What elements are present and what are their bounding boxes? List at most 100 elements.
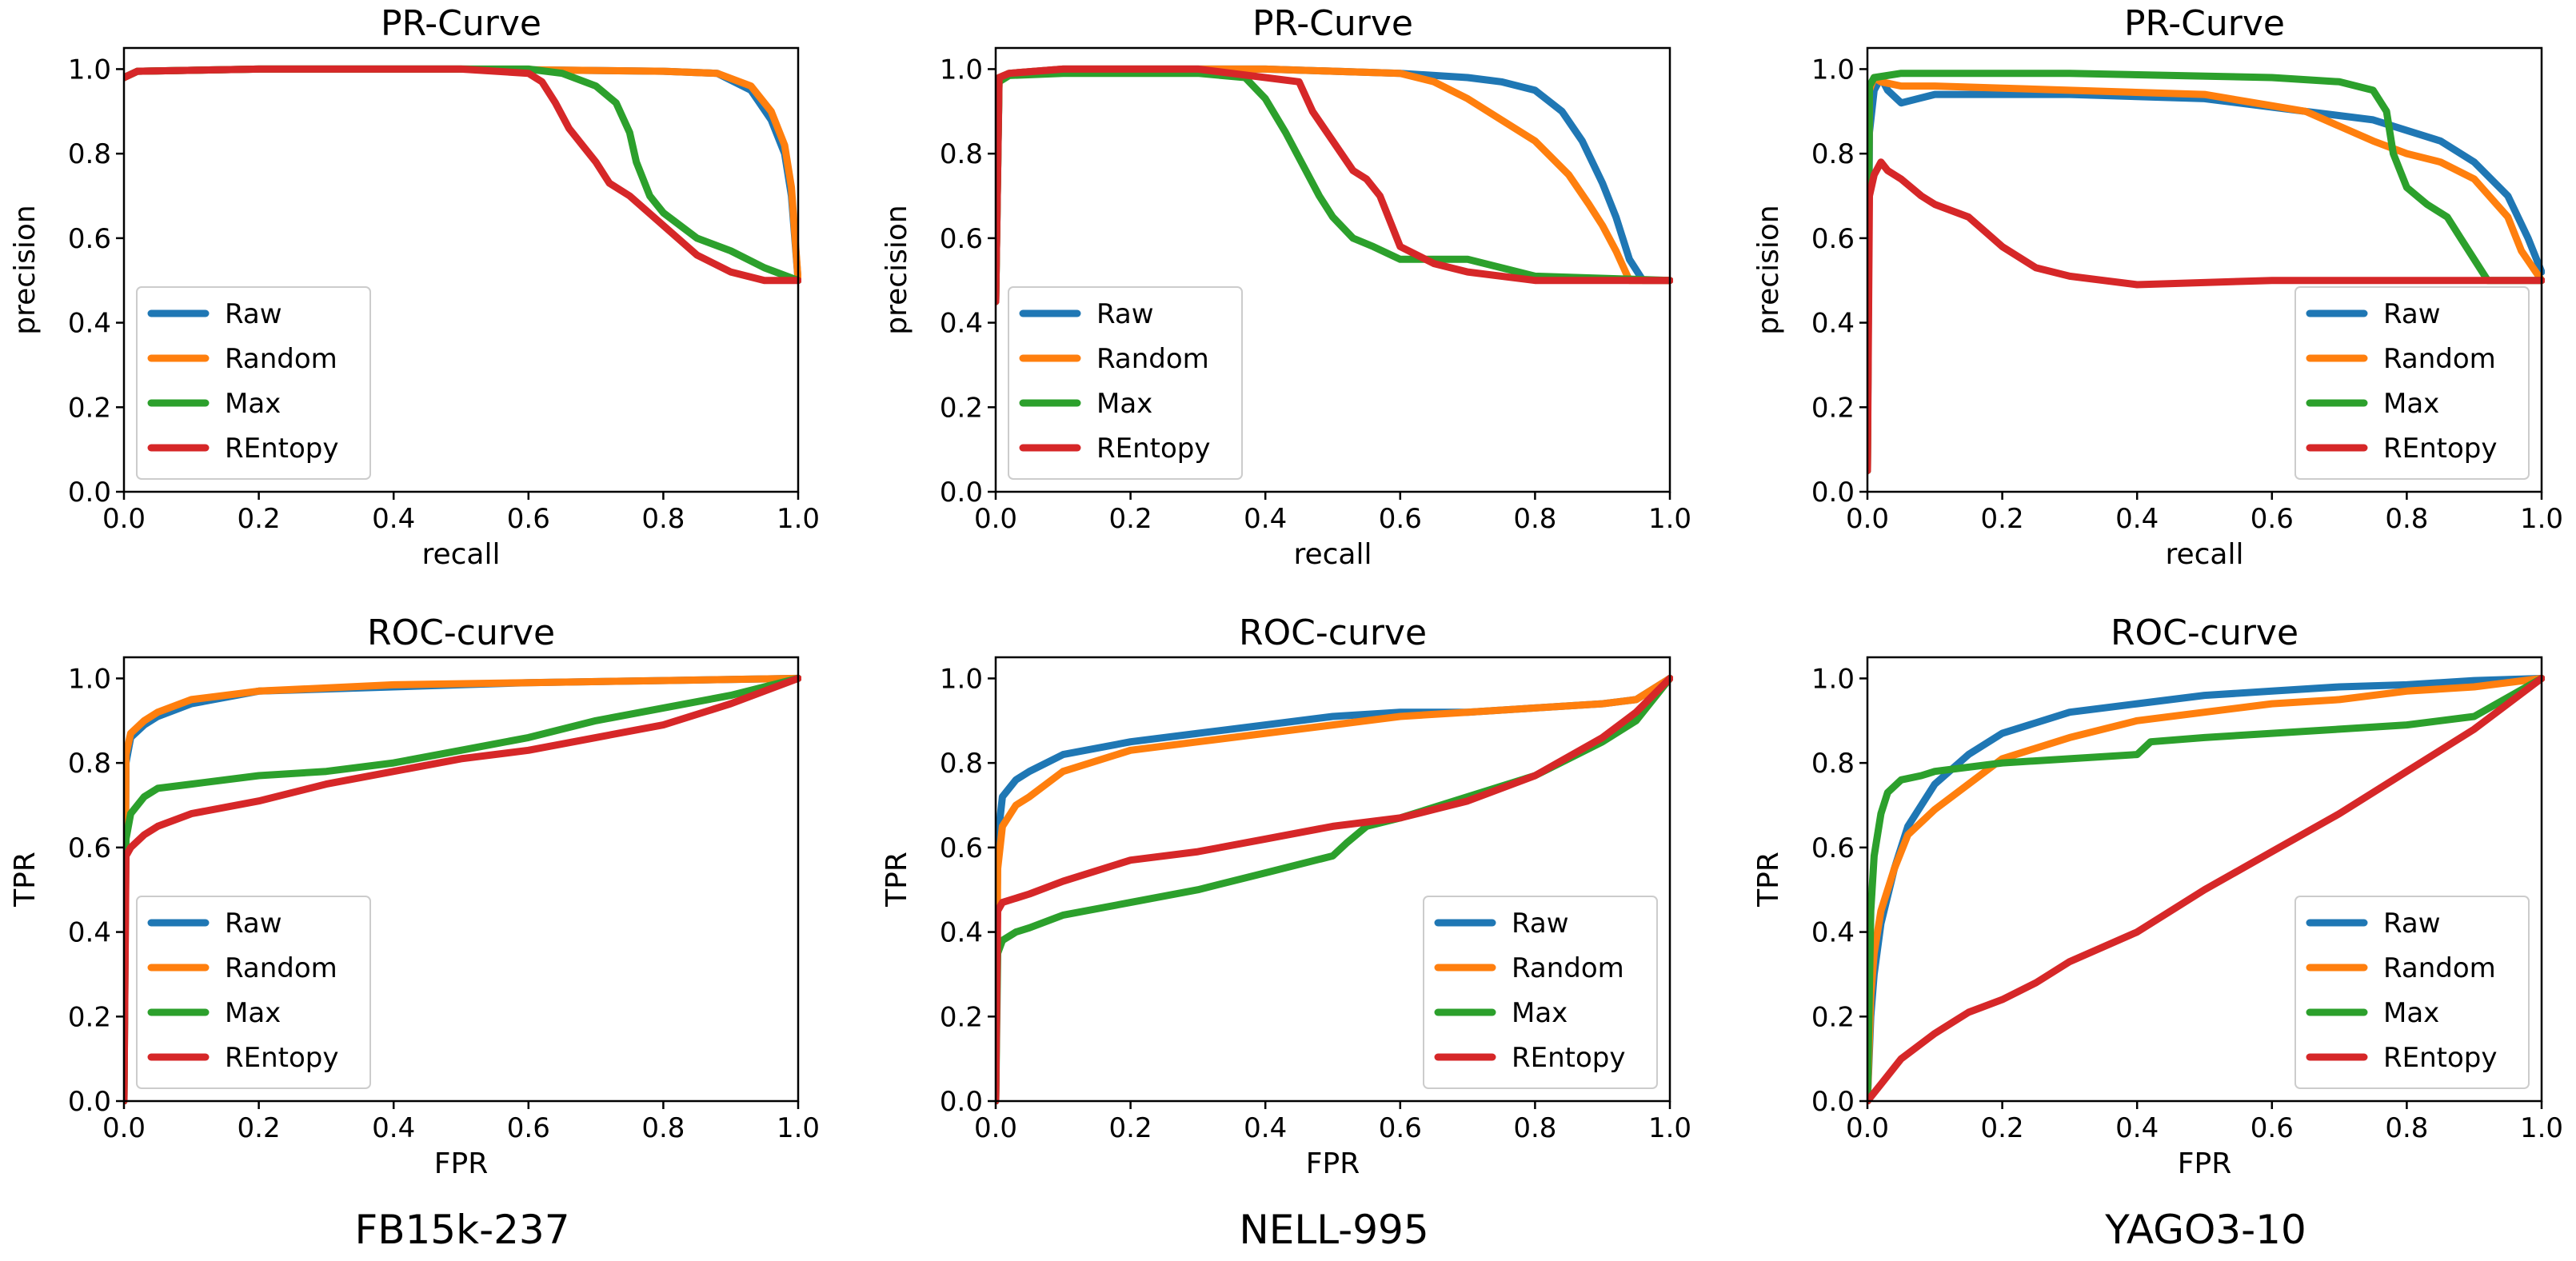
- legend-label-rentopy: REntopy: [1096, 433, 1211, 465]
- legend-label-max: Max: [225, 388, 281, 420]
- y-tick-label: 0.8: [1811, 748, 1855, 780]
- legend-label-raw: Raw: [225, 908, 282, 940]
- x-tick-label: 0.6: [2251, 503, 2294, 535]
- series-line-max: [1867, 674, 2545, 1104]
- legend-label-random: Random: [2383, 952, 2496, 984]
- y-tick-label: 0.6: [68, 832, 111, 864]
- x-axis-label: FPR: [2178, 1147, 2231, 1180]
- x-tick-label: 0.2: [1109, 1112, 1152, 1144]
- legend-label-raw: Raw: [1096, 298, 1154, 330]
- legend: Raw Random Max REntopy: [2294, 286, 2530, 480]
- series-line-raw: [124, 65, 801, 285]
- series-line-max: [124, 674, 801, 1104]
- x-tick-label: 0.4: [1244, 503, 1287, 535]
- legend: Raw Random Max REntopy: [1008, 286, 1243, 480]
- y-tick-label: 0.6: [1811, 832, 1855, 864]
- y-axis-label: precision: [1752, 205, 1785, 334]
- y-tick-label: 0.8: [940, 138, 983, 170]
- x-axis-label: FPR: [434, 1147, 488, 1180]
- y-tick-label: 0.8: [1811, 138, 1855, 170]
- y-axis-label: precision: [9, 205, 42, 334]
- x-tick-label: 0.0: [1846, 503, 1889, 535]
- y-tick-label: 0.0: [940, 477, 983, 509]
- y-tick-label: 0.6: [940, 223, 983, 255]
- dataset-label-fb15k: FB15k-237: [354, 1207, 569, 1253]
- legend-label-max: Max: [1096, 388, 1152, 420]
- x-axis-label: recall: [1293, 538, 1372, 571]
- y-tick-label: 0.4: [940, 308, 983, 340]
- x-axis-label: recall: [421, 538, 500, 571]
- series-line-max: [124, 65, 801, 285]
- series-group: [1867, 70, 2545, 475]
- series-line-raw: [996, 65, 1673, 305]
- series-line-rentopy: [124, 65, 801, 285]
- x-tick-label: 0.8: [2385, 503, 2428, 535]
- series-group: [996, 674, 1673, 1104]
- legend-label-raw: Raw: [2383, 908, 2441, 940]
- legend-box: [2294, 896, 2530, 1089]
- subplot-pr-fb15k: 0.0 0.2 0.4 0.6 0.8 1.0 0.0 0.2 0.4 0.6 0.8 1.0 PR-C…: [9, 3, 820, 571]
- legend-label-rentopy: REntopy: [225, 433, 339, 465]
- series-line-random: [996, 65, 1673, 305]
- x-tick-label: 0.8: [1513, 1112, 1556, 1144]
- axes-frame: [122, 656, 800, 1103]
- series-line-random: [124, 674, 801, 1104]
- y-tick-label: 0.2: [1811, 1001, 1855, 1033]
- subplot-title: PR-Curve: [381, 3, 541, 44]
- x-tick-label: 0.2: [238, 503, 281, 535]
- y-tick-label: 0.2: [940, 1001, 983, 1033]
- series-line-rentopy: [1867, 674, 2545, 1104]
- y-axis-label: TPR: [1752, 852, 1785, 908]
- legend-box: [1008, 286, 1243, 480]
- y-tick-label: 0.0: [1811, 1086, 1855, 1118]
- y-tick-label: 0.2: [1811, 392, 1855, 424]
- x-axis-label: recall: [2165, 538, 2243, 571]
- y-tick-label: 0.2: [68, 1001, 111, 1033]
- y-tick-label: 0.2: [940, 392, 983, 424]
- y-tick-label: 1.0: [1811, 54, 1855, 86]
- axes-frame: [994, 656, 1671, 1103]
- y-tick-label: 0.0: [940, 1086, 983, 1118]
- legend-label-raw: Raw: [1512, 908, 1569, 940]
- legend-label-max: Max: [225, 997, 281, 1029]
- y-tick-label: 0.8: [940, 748, 983, 780]
- x-tick-label: 0.4: [1244, 1112, 1287, 1144]
- y-tick-label: 1.0: [68, 663, 111, 695]
- subplot-title: PR-Curve: [1252, 3, 1413, 44]
- subplot-title: ROC-curve: [367, 613, 555, 653]
- x-tick-label: 0.0: [1846, 1112, 1889, 1144]
- legend: Raw Random Max REntopy: [1423, 896, 1658, 1089]
- x-tick-label: 0.0: [102, 1112, 146, 1144]
- y-axis-label: TPR: [9, 852, 42, 908]
- x-tick-label: 1.0: [777, 503, 820, 535]
- x-tick-label: 1.0: [777, 1112, 820, 1144]
- subplot-title: PR-Curve: [2124, 3, 2285, 44]
- x-tick-label: 0.6: [507, 503, 550, 535]
- legend-box: [1423, 896, 1658, 1089]
- x-tick-label: 0.4: [372, 1112, 415, 1144]
- subplot-title: ROC-curve: [2111, 613, 2298, 653]
- x-tick-label: 0.2: [1981, 1112, 2024, 1144]
- legend-label-random: Random: [2383, 343, 2496, 375]
- series-line-rentopy: [124, 674, 801, 1104]
- y-tick-label: 0.4: [68, 917, 111, 949]
- x-tick-label: 0.6: [1379, 503, 1422, 535]
- x-tick-label: 0.8: [2385, 1112, 2428, 1144]
- x-tick-label: 0.2: [238, 1112, 281, 1144]
- dataset-label-yago: YAGO3-10: [2104, 1207, 2306, 1253]
- x-tick-label: 1.0: [2520, 503, 2563, 535]
- subplot-pr-nell: 0.0 0.2 0.4 0.6 0.8 1.0 0.0 0.2 0.4 0.6 0.8 1.0 PR-C…: [881, 3, 1691, 571]
- y-axis-label: TPR: [881, 852, 913, 908]
- legend-label-raw: Raw: [2383, 298, 2441, 330]
- legend: Raw Random Max REntopy: [136, 286, 371, 480]
- series-group: [1867, 674, 2545, 1104]
- series-line-rentopy: [996, 674, 1673, 1104]
- x-tick-label: 0.0: [974, 1112, 1017, 1144]
- series-line-max: [1867, 70, 2545, 475]
- y-tick-label: 0.4: [940, 917, 983, 949]
- y-tick-label: 0.0: [68, 477, 111, 509]
- x-tick-label: 0.6: [507, 1112, 550, 1144]
- y-tick-label: 1.0: [1811, 663, 1855, 695]
- x-tick-label: 0.8: [641, 1112, 685, 1144]
